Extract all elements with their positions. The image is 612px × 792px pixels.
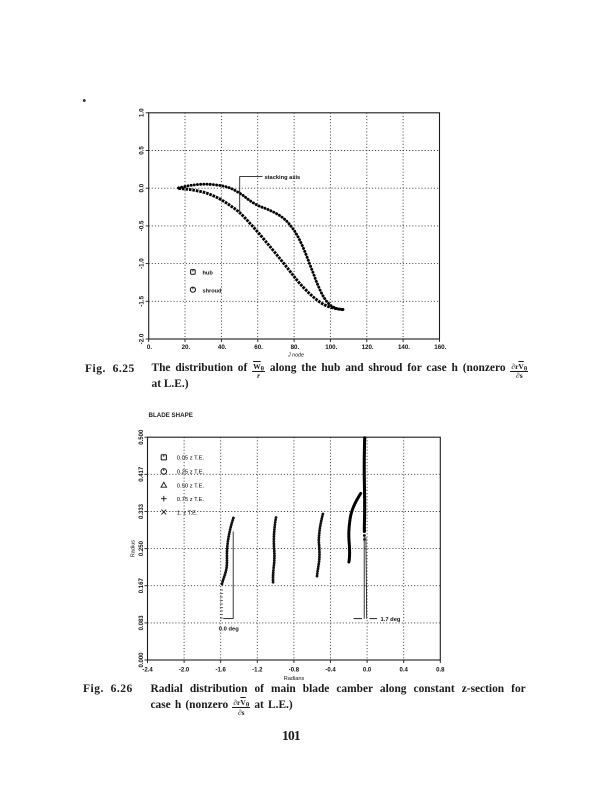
svg-text:0.000: 0.000 — [139, 652, 145, 668]
svg-text:0.417: 0.417 — [139, 466, 145, 482]
svg-text:BLADE SHAPE: BLADE SHAPE — [149, 412, 193, 419]
svg-text:J node: J node — [287, 353, 304, 359]
svg-text:140.: 140. — [398, 344, 410, 351]
svg-text:0.250: 0.250 — [139, 540, 145, 556]
svg-text:0.: 0. — [147, 344, 152, 351]
svg-text:0.500: 0.500 — [139, 429, 145, 445]
svg-text:-2.4: -2.4 — [142, 667, 153, 673]
svg-text:0.05 z T.E.: 0.05 z T.E. — [177, 456, 205, 462]
svg-text:80.: 80. — [291, 344, 300, 351]
svg-text:160.: 160. — [434, 344, 446, 351]
svg-text:100.: 100. — [325, 344, 337, 351]
svg-text:-2.0: -2.0 — [179, 667, 190, 673]
svg-text:0.50 z T.E.: 0.50 z T.E. — [177, 483, 205, 489]
svg-text:1. z T.E.: 1. z T.E. — [177, 511, 198, 517]
svg-text:0.0 deg: 0.0 deg — [219, 627, 239, 633]
svg-text:0.333: 0.333 — [139, 503, 145, 519]
svg-text:hub: hub — [203, 270, 214, 276]
svg-text:120.: 120. — [362, 344, 374, 351]
svg-text:stacking axis: stacking axis — [265, 175, 301, 181]
svg-text:-1.6: -1.6 — [216, 667, 227, 673]
svg-text:0.083: 0.083 — [139, 615, 145, 631]
svg-text:Radians: Radians — [284, 676, 305, 682]
svg-text:Radius: Radius — [131, 540, 137, 558]
svg-text:0.25 z T.E.: 0.25 z T.E. — [177, 470, 205, 476]
svg-text:-1.5: -1.5 — [139, 295, 146, 306]
svg-text:60.: 60. — [254, 344, 263, 351]
svg-text:-1.2: -1.2 — [252, 667, 263, 673]
svg-text:0.4: 0.4 — [400, 667, 409, 673]
svg-text:1.0: 1.0 — [139, 108, 146, 117]
svg-text:1.7 deg: 1.7 deg — [381, 617, 401, 623]
svg-text:0.75 z T.E.: 0.75 z T.E. — [177, 497, 205, 503]
svg-text:-2.0: -2.0 — [139, 333, 146, 344]
svg-text:-0.8: -0.8 — [289, 667, 300, 673]
svg-text:0.0: 0.0 — [139, 183, 146, 192]
svg-text:-1.0: -1.0 — [139, 258, 146, 269]
svg-text:20.: 20. — [182, 344, 191, 351]
svg-text:0.167: 0.167 — [139, 578, 145, 594]
svg-text:-0.4: -0.4 — [325, 667, 336, 673]
svg-text:-0.5: -0.5 — [139, 220, 146, 231]
svg-text:0.5: 0.5 — [139, 146, 146, 155]
svg-text:shroud: shroud — [203, 288, 223, 294]
svg-text:0.8: 0.8 — [436, 667, 445, 673]
svg-text:40.: 40. — [218, 344, 227, 351]
svg-text:0.0: 0.0 — [363, 667, 372, 673]
